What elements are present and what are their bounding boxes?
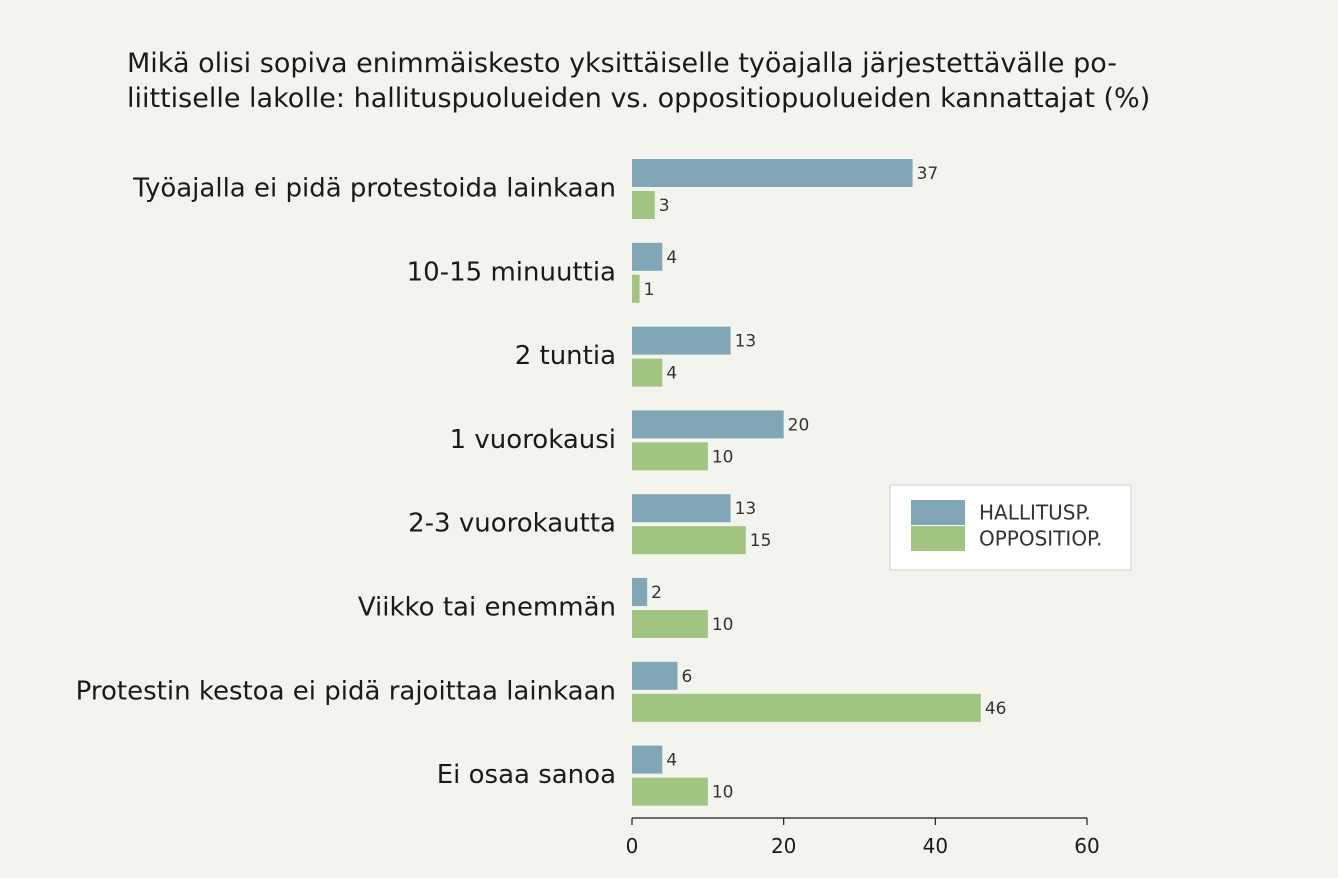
chart-title-line-2: liittiselle lakolle: hallituspuolueiden … [127,83,1150,114]
bar-oppositiop [632,442,708,471]
bar-oppositiop [632,693,981,722]
x-tick-label: 0 [626,834,639,858]
category-label: Ei osaa sanoa [437,760,616,790]
x-tick-label: 20 [771,834,796,858]
data-label-hallitusp: 4 [666,751,677,771]
bar-hallitusp [632,494,731,523]
x-tick-label: 60 [1074,834,1099,858]
legend-label-oppositiop: OPPOSITIOP. [979,527,1102,551]
bar-hallitusp [632,410,784,439]
data-label-oppositiop: 1 [644,280,655,300]
bar-hallitusp [632,159,913,187]
data-label-hallitusp: 2 [651,583,662,603]
bar-oppositiop [632,274,640,303]
bar-oppositiop [632,777,708,806]
data-label-oppositiop: 15 [750,531,772,551]
data-label-oppositiop: 10 [712,615,734,635]
data-label-oppositiop: 3 [659,196,670,216]
x-axis: 0 20 40 60 [626,817,1100,858]
legend-swatch-oppositiop [911,526,965,551]
data-label-hallitusp: 37 [917,164,939,184]
bar-hallitusp [632,242,663,271]
data-label-hallitusp: 20 [788,415,810,435]
bar-oppositiop [632,191,655,219]
legend: HALLITUSP. OPPOSITIOP. [889,484,1132,571]
chart-title-line-1: Mikä olisi sopiva enimmäiskesto yksittäi… [127,48,1117,79]
bar-hallitusp [632,326,731,355]
data-label-hallitusp: 4 [666,248,677,268]
category-label: 2 tuntia [515,341,616,371]
data-label-hallitusp: 13 [735,332,757,352]
category-label: Työajalla ei pidä protestoida lainkaan [132,174,616,204]
bar-oppositiop [632,358,663,387]
x-tick-label: 40 [923,834,948,858]
category-label: 10-15 minuuttia [407,257,616,287]
category-label: Viikko tai enemmän [358,593,616,623]
data-label-oppositiop: 46 [985,699,1007,719]
legend-label-hallitusp: HALLITUSP. [979,501,1091,525]
data-label-oppositiop: 10 [712,783,734,803]
data-label-oppositiop: 10 [712,447,734,467]
bars-group: Työajalla ei pidä protestoida lainkaan 37… [76,159,1007,806]
bar-oppositiop [632,526,746,555]
category-label: 2-3 vuorokautta [408,509,616,539]
legend-swatch-hallitusp [911,500,965,525]
bar-oppositiop [632,610,708,638]
bar-hallitusp [632,745,663,774]
bar-hallitusp [632,661,678,690]
data-label-hallitusp: 6 [682,667,693,687]
data-label-hallitusp: 13 [735,499,757,519]
bar-hallitusp [632,578,648,606]
category-label: Protestin kestoa ei pidä rajoittaa laink… [76,676,616,706]
data-label-oppositiop: 4 [666,364,677,384]
category-label: 1 vuorokausi [450,425,616,455]
